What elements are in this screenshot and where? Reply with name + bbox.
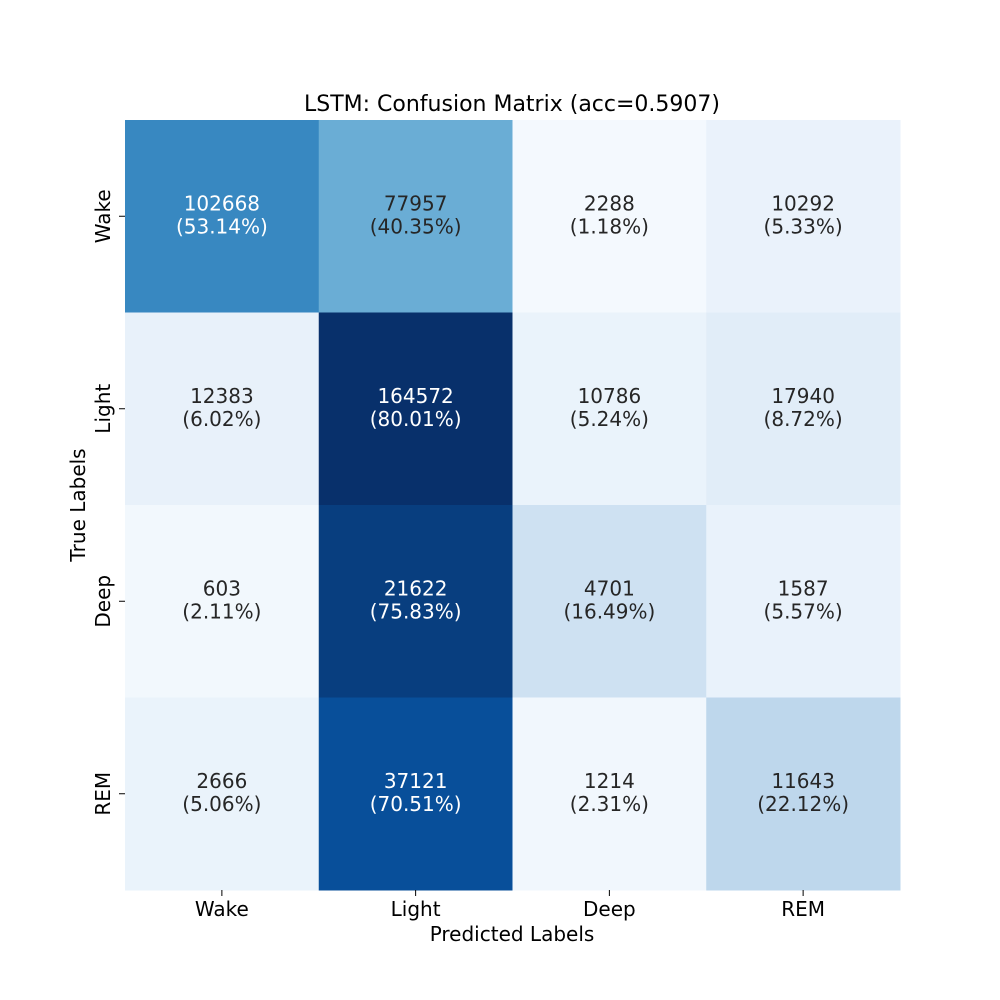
- heatmap-cell: [125, 120, 320, 313]
- heatmap-cell: [512, 120, 707, 313]
- heatmap-cell: [512, 505, 707, 698]
- heatmap-cell: [706, 505, 901, 698]
- cell-count-label: 102668: [184, 191, 260, 215]
- heatmap-cell: [318, 120, 513, 313]
- cell-count-label: 1214: [584, 769, 635, 793]
- heatmap-cells: 102668(53.14%) 77957(40.35%) 2288(1.18%) 10…: [125, 120, 901, 891]
- cell-percent-label: (2.11%): [182, 599, 261, 623]
- cell-count-label: 1587: [778, 576, 829, 600]
- cell-percent-label: (5.24%): [570, 407, 649, 431]
- cell-count-label: 164572: [377, 384, 453, 408]
- cell-count-label: 17940: [771, 384, 835, 408]
- cell-count-label: 2666: [196, 769, 247, 793]
- heatmap-cell: [706, 312, 901, 506]
- cell-count-label: 10292: [771, 191, 835, 215]
- cell-percent-label: (80.01%): [370, 407, 462, 431]
- cell-count-label: 77957: [384, 191, 448, 215]
- cell-count-label: 2288: [584, 191, 635, 215]
- cell-percent-label: (6.02%): [182, 407, 261, 431]
- cell-percent-label: (5.33%): [764, 214, 843, 238]
- heatmap-cell: [318, 312, 513, 506]
- cell-percent-label: (75.83%): [370, 599, 462, 623]
- y-tick-label: REM: [91, 772, 115, 816]
- cell-percent-label: (22.12%): [757, 792, 849, 816]
- x-axis-label: Predicted Labels: [430, 922, 595, 946]
- cell-count-label: 37121: [384, 769, 448, 793]
- cell-count-label: 21622: [384, 576, 448, 600]
- y-tick-label: Light: [91, 384, 115, 434]
- cell-count-label: 12383: [190, 384, 254, 408]
- x-tick-label: Wake: [195, 897, 249, 921]
- cell-count-label: 10786: [578, 384, 642, 408]
- cell-percent-label: (8.72%): [764, 407, 843, 431]
- x-tick-label: Light: [391, 897, 441, 921]
- heatmap-cell: [706, 697, 901, 891]
- heatmap-cell: [125, 697, 320, 891]
- cell-percent-label: (1.18%): [570, 214, 649, 238]
- x-tick-label: Deep: [583, 897, 636, 921]
- cell-percent-label: (70.51%): [370, 792, 462, 816]
- heatmap-cell: [125, 505, 320, 698]
- y-axis-label: True Labels: [66, 448, 90, 562]
- cell-percent-label: (5.06%): [182, 792, 261, 816]
- x-tick-label: REM: [781, 897, 825, 921]
- heatmap-cell: [512, 697, 707, 891]
- heatmap-cell: [512, 312, 707, 506]
- heatmap-cell: [706, 120, 901, 313]
- cell-percent-label: (2.31%): [570, 792, 649, 816]
- heatmap-cell: [125, 312, 320, 506]
- heatmap-axes: Wake Light Deep REM Wake Light Deep REM: [91, 189, 825, 921]
- cell-count-label: 4701: [584, 576, 635, 600]
- cell-percent-label: (5.57%): [764, 599, 843, 623]
- cell-count-label: 11643: [771, 769, 835, 793]
- chart-title: LSTM: Confusion Matrix (acc=0.5907): [304, 92, 720, 117]
- y-tick-label: Deep: [91, 575, 115, 628]
- cell-percent-label: (53.14%): [176, 214, 268, 238]
- cell-count-label: 603: [203, 576, 241, 600]
- heatmap-cell: [318, 697, 513, 891]
- cell-percent-label: (16.49%): [563, 599, 655, 623]
- cell-percent-label: (40.35%): [370, 214, 462, 238]
- heatmap-cell: [318, 505, 513, 698]
- y-tick-label: Wake: [91, 189, 115, 243]
